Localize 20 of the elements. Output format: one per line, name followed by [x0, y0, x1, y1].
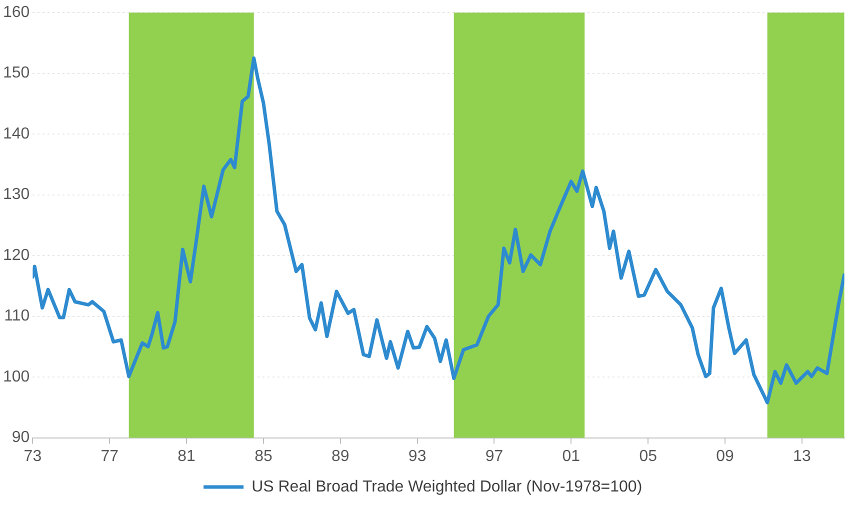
y-tick-label: 130	[2, 186, 30, 204]
x-tick-label: 77	[100, 448, 119, 465]
x-tick-label: 01	[562, 448, 580, 465]
y-tick-label: 140	[2, 125, 30, 142]
y-tick-label: 100	[2, 368, 30, 386]
x-tick-label: 93	[408, 448, 426, 465]
x-tick-label: 09	[716, 448, 734, 465]
y-tick-label: 150	[2, 64, 30, 82]
x-tick-label: 85	[254, 448, 272, 465]
y-tick-label: 160	[2, 4, 30, 22]
x-tick-label: 81	[178, 448, 196, 465]
x-tick-label: 13	[793, 448, 811, 465]
x-tick-label: 05	[639, 448, 658, 465]
y-tick-label: 110	[4, 308, 30, 325]
y-tick-label: 90	[12, 429, 30, 446]
x-tick-label: 97	[485, 448, 504, 465]
x-tick-label: 73	[24, 448, 42, 465]
legend-label: US Real Broad Trade Weighted Dollar (Nov-1978=100)	[252, 478, 642, 496]
y-tick-label: 120	[2, 246, 30, 264]
x-tick-label: 89	[331, 448, 350, 465]
